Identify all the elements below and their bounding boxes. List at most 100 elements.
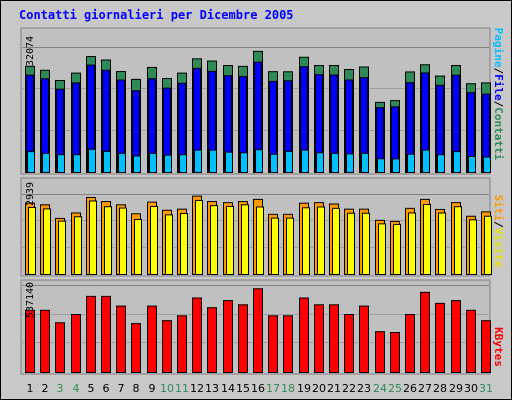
day-label-30: 30 — [464, 382, 478, 395]
traffic-bar-pagine-day-4 — [73, 154, 81, 173]
traffic-bar-pagine-day-2 — [42, 152, 50, 173]
kbytes-bar-kbytes-day-27 — [420, 291, 430, 374]
traffic-bar-pagine-day-17 — [270, 153, 278, 173]
day-label-17: 17 — [266, 382, 280, 395]
traffic-bar-pagine-day-8 — [133, 155, 141, 173]
kbytes-bar-kbytes-day-28 — [435, 302, 445, 374]
day-label-11: 11 — [175, 382, 189, 395]
traffic-bar-pagine-day-20 — [316, 152, 324, 174]
visits-bar-siti-day-30 — [469, 219, 477, 275]
visits-bar-siti-day-21 — [332, 207, 340, 276]
kbytes-bar-kbytes-day-9 — [147, 305, 157, 374]
visits-bar-siti-day-22 — [347, 212, 355, 276]
kbytes-bar-kbytes-day-30 — [466, 309, 476, 373]
traffic-bar-pagine-day-3 — [57, 154, 65, 173]
visits-bar-siti-day-27 — [423, 204, 431, 275]
day-label-22: 22 — [342, 382, 356, 395]
visits-bar-siti-day-10 — [165, 214, 173, 276]
kbytes-bar-kbytes-day-8 — [131, 323, 141, 374]
traffic-bar-pagine-day-31 — [483, 156, 491, 173]
visits-bar-siti-day-28 — [438, 212, 446, 276]
chart-title: Contatti giornalieri per Dicembre 2005 — [19, 8, 294, 22]
day-label-12: 12 — [190, 382, 204, 395]
visits-bar-siti-day-19 — [302, 207, 310, 275]
visits-bar-siti-day-1 — [28, 207, 36, 275]
kbytes-bar-kbytes-day-5 — [86, 295, 96, 374]
traffic-bar-pagine-day-19 — [301, 149, 309, 173]
traffic-bar-pagine-day-29 — [453, 151, 461, 174]
day-label-10: 10 — [160, 382, 174, 395]
traffic-panel — [20, 27, 491, 175]
kbytes-ymax-label: 537140 — [25, 281, 36, 319]
kbytes-panel — [20, 279, 491, 375]
day-label-2: 2 — [41, 382, 49, 395]
visits-bar-siti-day-15 — [241, 204, 249, 275]
day-label-21: 21 — [327, 382, 341, 395]
traffic-legend: Pagine/File/Contatti — [492, 27, 505, 161]
day-label-25: 25 — [388, 382, 402, 395]
day-label-19: 19 — [297, 382, 311, 395]
traffic-bar-pagine-day-27 — [422, 149, 430, 173]
visits-bar-siti-day-24 — [378, 223, 386, 275]
day-label-18: 18 — [281, 382, 295, 395]
traffic-bar-pagine-day-25 — [392, 158, 400, 173]
day-label-29: 29 — [449, 382, 463, 395]
traffic-bar-pagine-day-1 — [27, 151, 35, 174]
day-label-15: 15 — [236, 382, 250, 395]
day-label-8: 8 — [132, 382, 140, 395]
visits-bar-siti-day-11 — [180, 213, 188, 276]
visits-ymax-label: 2939 — [25, 181, 36, 207]
kbytes-bar-kbytes-day-11 — [177, 315, 187, 374]
traffic-bar-pagine-day-5 — [88, 148, 96, 173]
kbytes-bar-kbytes-day-24 — [375, 331, 385, 374]
traffic-bar-pagine-day-11 — [179, 154, 187, 173]
day-label-31: 31 — [479, 382, 493, 395]
day-label-1: 1 — [26, 382, 34, 395]
kbytes-bar-kbytes-day-17 — [268, 315, 278, 374]
legend-siti: Siti — [492, 194, 505, 222]
visits-bar-siti-day-17 — [271, 217, 279, 275]
traffic-bar-pagine-day-15 — [240, 152, 248, 174]
visits-bar-siti-day-3 — [58, 220, 66, 275]
visits-bar-siti-day-20 — [317, 206, 325, 275]
traffic-bar-pagine-day-16 — [255, 149, 263, 173]
visits-bar-siti-day-4 — [74, 216, 82, 276]
visits-bar-siti-day-23 — [362, 212, 370, 276]
day-label-13: 13 — [205, 382, 219, 395]
kbytes-bar-kbytes-day-26 — [405, 314, 415, 373]
traffic-ymax-label: 32074 — [25, 35, 36, 67]
kbytes-bar-kbytes-day-22 — [344, 314, 354, 373]
traffic-bar-pagine-day-14 — [225, 151, 233, 173]
visits-bar-siti-day-5 — [89, 200, 97, 275]
day-label-28: 28 — [433, 382, 447, 395]
traffic-bar-pagine-day-23 — [361, 152, 369, 173]
kbytes-bar-kbytes-day-10 — [162, 320, 172, 373]
visits-panel — [20, 177, 492, 277]
traffic-bar-pagine-day-24 — [377, 158, 385, 174]
traffic-bar-pagine-day-7 — [118, 152, 126, 173]
kbytes-bar-kbytes-day-16 — [253, 288, 263, 373]
visits-bar-siti-day-29 — [454, 206, 462, 275]
traffic-bar-pagine-day-26 — [407, 153, 415, 173]
day-label-7: 7 — [117, 382, 125, 395]
day-label-24: 24 — [373, 382, 387, 395]
kbytes-bar-kbytes-day-23 — [359, 305, 369, 374]
traffic-bar-pagine-day-30 — [468, 155, 476, 174]
day-label-16: 16 — [251, 382, 265, 395]
kbytes-bar-kbytes-day-29 — [451, 300, 461, 373]
visits-bar-siti-day-25 — [393, 223, 401, 275]
traffic-bar-pagine-day-21 — [331, 152, 339, 173]
kbytes-bar-kbytes-day-21 — [329, 304, 339, 373]
kbytes-bar-kbytes-day-18 — [283, 315, 293, 374]
day-label-5: 5 — [87, 382, 95, 395]
traffic-bar-pagine-day-18 — [285, 150, 293, 173]
kbytes-bar-kbytes-day-14 — [223, 300, 233, 373]
traffic-bar-pagine-day-10 — [164, 154, 172, 173]
kbytes-bar-kbytes-day-3 — [55, 322, 65, 374]
chart-plot — [20, 27, 492, 375]
day-label-26: 26 — [403, 382, 417, 395]
visits-bar-siti-day-7 — [119, 207, 127, 276]
kbytes-bar-kbytes-day-12 — [192, 297, 202, 374]
traffic-bar-pagine-day-6 — [103, 150, 111, 173]
legend-pagine: Pagine — [492, 27, 505, 68]
